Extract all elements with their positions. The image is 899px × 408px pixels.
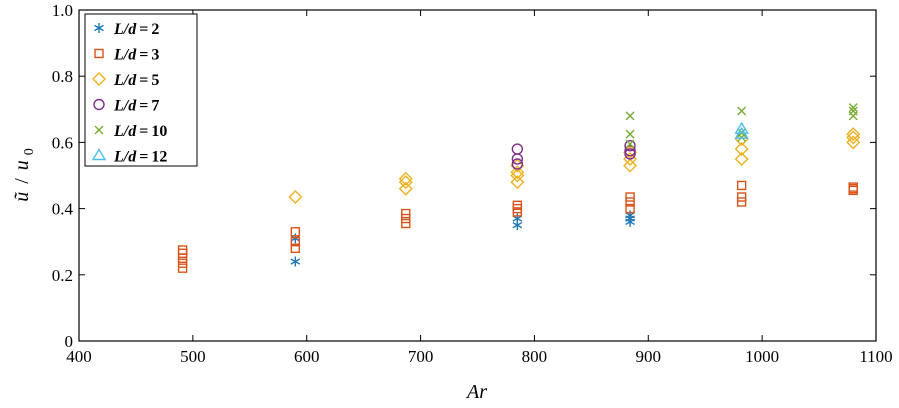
y-tick-label: 0.2 <box>52 266 73 285</box>
data-point-series-2 <box>290 236 301 247</box>
y-tick-label: 0.4 <box>52 200 74 219</box>
y-tick-label: 0.6 <box>52 133 73 152</box>
data-point-series-4 <box>624 140 636 152</box>
data-point-series-2 <box>177 245 188 255</box>
legend-label: L/d = 2 <box>113 21 159 38</box>
data-point-series-2 <box>625 192 635 202</box>
data-point-series-5 <box>848 106 858 116</box>
data-point-series-1 <box>290 256 301 267</box>
data-point-series-4 <box>511 158 524 170</box>
data-point-series-2 <box>177 258 188 268</box>
y-tick-label: 0.8 <box>52 67 73 86</box>
y-axis-label-separator: / <box>11 178 33 184</box>
legend-marker-4 <box>93 98 105 111</box>
data-point-series-3 <box>510 165 525 180</box>
data-point-series-4 <box>624 148 636 160</box>
legend: L/d = 2 L/d = 3 L/d = 5 L/d = 7 L/d = 10 L/d = 12 <box>84 13 198 167</box>
x-axis: 400 500 600 700 800 900 1000 1100 <box>66 10 893 366</box>
data-point-series-1 <box>625 210 635 221</box>
data-point-series-3 <box>398 181 413 196</box>
x-tick-label: 1100 <box>859 347 892 366</box>
data-point-series-2 <box>736 192 747 202</box>
legend-box <box>84 13 198 167</box>
plot-frame <box>78 9 877 342</box>
y-axis-label-main: ũ <box>11 192 33 202</box>
legend-label: L/d = 12 <box>113 149 167 166</box>
svg-text:ũ / u 0: ũ / u 0 <box>11 148 37 202</box>
x-tick-label: 900 <box>636 347 662 366</box>
data-point-series-6 <box>734 121 749 134</box>
legend-marker-6 <box>91 148 107 161</box>
data-point-series-2 <box>401 218 411 229</box>
data-point-series-2 <box>625 203 635 214</box>
data-point-series-3 <box>734 142 749 157</box>
data-point-series-3 <box>510 158 525 173</box>
data-point-series-3 <box>846 135 861 150</box>
y-tick-label: 1.0 <box>52 1 73 20</box>
x-tick-label: 800 <box>522 347 548 366</box>
data-point-series-2 <box>177 253 188 263</box>
data-point-series-2 <box>512 200 523 210</box>
data-point-series-5 <box>737 106 747 116</box>
legend-label: L/d = 3 <box>113 47 159 64</box>
x-axis-label: Ar <box>465 381 487 403</box>
data-point-series-5 <box>625 129 635 139</box>
x-tick-label: 700 <box>408 347 434 366</box>
legend-label: L/d = 5 <box>113 72 159 89</box>
data-point-series-2 <box>401 213 411 224</box>
data-point-series-2 <box>290 227 301 237</box>
data-point-series-2 <box>625 197 635 207</box>
x-tick-label: 600 <box>294 347 320 366</box>
x-tick-label: 500 <box>180 347 206 366</box>
data-point-series-3 <box>623 158 638 173</box>
data-point-series-2 <box>177 263 188 273</box>
x-tick-label: 400 <box>66 347 92 366</box>
legend-marker-3 <box>92 72 106 86</box>
data-point-series-5 <box>625 111 635 121</box>
data-point-series-2 <box>290 243 301 254</box>
legend-marker-2 <box>94 48 104 59</box>
data-point-series-4 <box>624 144 636 157</box>
data-point-series-3 <box>510 175 525 190</box>
data-point-series-2 <box>736 180 747 191</box>
data-point-series-3 <box>288 190 303 205</box>
data-point-series-3 <box>734 151 749 166</box>
data-point-series-5 <box>625 139 635 149</box>
data-point-series-3 <box>398 171 413 186</box>
y-axis-label-denominator: u <box>11 160 33 170</box>
data-point-series-2 <box>401 208 411 219</box>
data-points-layer <box>177 103 861 273</box>
legend-label: L/d = 7 <box>113 98 159 115</box>
x-tick-label: 1000 <box>745 347 779 366</box>
legend-marker-1 <box>94 23 104 33</box>
y-axis-label: ũ / u 0 <box>11 148 37 202</box>
data-point-series-5 <box>848 103 858 113</box>
y-axis: 0 0.2 0.4 0.6 0.8 1.0 <box>52 1 876 351</box>
legend-label: L/d = 10 <box>113 123 167 140</box>
data-point-series-3 <box>734 132 749 147</box>
data-point-series-1 <box>512 213 523 224</box>
data-point-series-3 <box>846 127 861 142</box>
data-point-series-2 <box>848 182 858 192</box>
y-tick-label: 0 <box>65 332 74 351</box>
y-axis-label-subscript: 0 <box>22 148 37 155</box>
data-point-series-2 <box>736 197 747 207</box>
legend-marker-5 <box>94 125 104 135</box>
data-point-series-4 <box>511 143 524 155</box>
